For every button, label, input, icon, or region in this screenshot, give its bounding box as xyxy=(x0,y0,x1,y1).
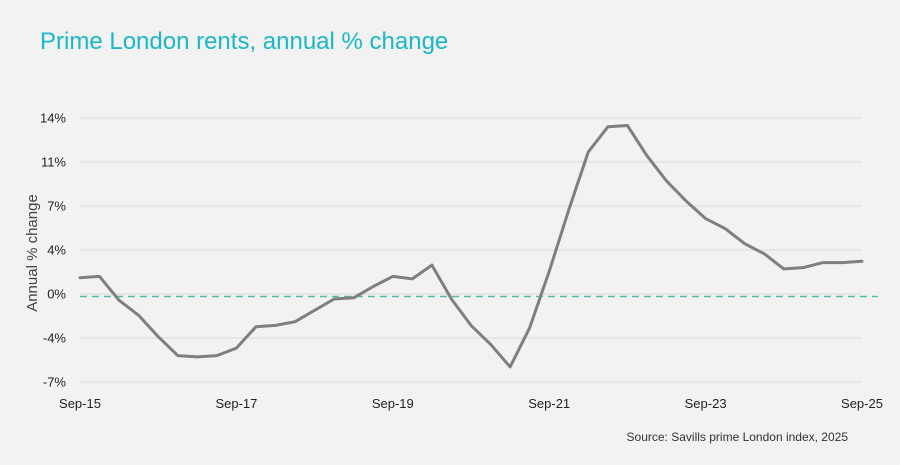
y-tick-label: -7% xyxy=(43,375,67,390)
x-tick-label: Sep-23 xyxy=(685,396,727,411)
y-tick-label: 0% xyxy=(47,287,66,302)
series-line xyxy=(78,124,864,369)
x-tick-label: Sep-19 xyxy=(372,396,414,411)
y-axis-label: Annual % change xyxy=(24,194,41,312)
x-tick-label: Sep-21 xyxy=(528,396,570,411)
x-tick-label: Sep-25 xyxy=(841,396,883,411)
y-tick-labels: 14% 11% 7% 4% 0% -4% -7% xyxy=(40,111,66,390)
y-tick-label: 11% xyxy=(41,155,66,170)
y-tick-label: 7% xyxy=(47,199,66,214)
y-tick-label: 4% xyxy=(47,243,66,258)
chart-title: Prime London rents, annual % change xyxy=(40,28,449,55)
y-tick-label: -4% xyxy=(43,331,67,346)
source-note: Source: Savills prime London index, 2025 xyxy=(626,430,848,444)
y-tick-label: 14% xyxy=(40,111,66,126)
x-tick-label: Sep-17 xyxy=(215,396,257,411)
x-tick-label: Sep-15 xyxy=(59,396,101,411)
gridlines xyxy=(80,117,862,383)
series-group xyxy=(78,124,864,369)
x-tick-labels: Sep-15 Sep-17 Sep-19 Sep-21 Sep-23 Sep-25 xyxy=(59,396,883,411)
